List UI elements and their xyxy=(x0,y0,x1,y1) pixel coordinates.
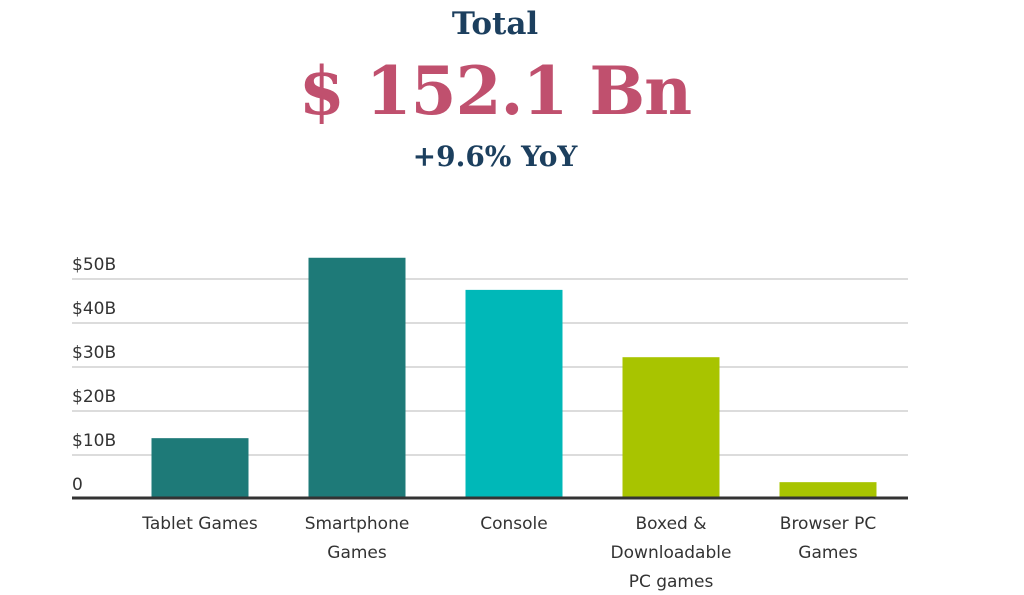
chart-title: Total xyxy=(451,6,539,42)
bar xyxy=(308,257,406,498)
total-value: $ 152.1 Bn xyxy=(298,52,692,130)
y-tick-label: $20B xyxy=(72,387,116,407)
x-tick-label: Console xyxy=(480,514,548,534)
y-tick-label: $10B xyxy=(72,431,116,451)
x-tick-label: Tablet Games xyxy=(141,514,258,534)
bar xyxy=(465,289,563,498)
bar xyxy=(151,438,249,498)
x-tick-label: Games xyxy=(327,543,387,563)
x-tick-label: PC games xyxy=(629,572,714,592)
x-tick-label: Boxed & xyxy=(636,514,707,534)
bar xyxy=(779,482,877,498)
x-tick-label: Games xyxy=(798,543,858,563)
bar xyxy=(622,357,720,498)
x-tick-label: Smartphone xyxy=(305,514,410,534)
y-tick-label: 0 xyxy=(72,475,83,495)
y-tick-label: $30B xyxy=(72,343,116,363)
y-tick-label: $40B xyxy=(72,299,116,319)
x-tick-label: Browser PC xyxy=(780,514,876,534)
yoy-growth: +9.6% YoY xyxy=(412,140,578,173)
y-tick-label: $50B xyxy=(72,255,116,275)
x-tick-label: Downloadable xyxy=(611,543,732,563)
